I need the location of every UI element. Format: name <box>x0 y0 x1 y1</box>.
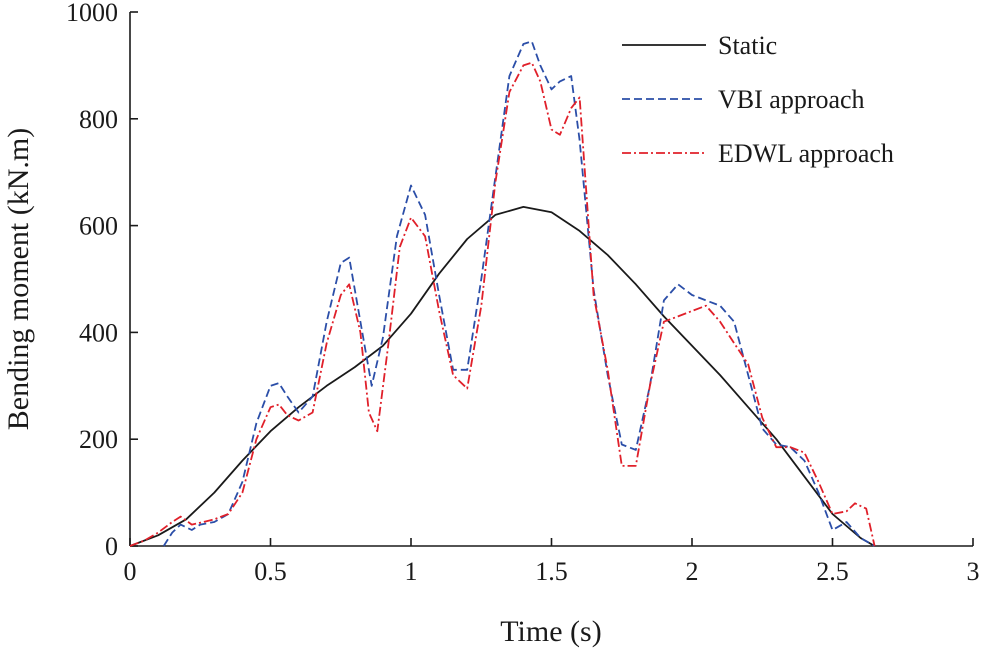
x-tick-label: 2 <box>686 557 699 586</box>
y-axis-title: Bending moment (kN.m) <box>2 128 35 430</box>
legend-label-2: VBI approach <box>718 85 865 114</box>
legend-label-1: Static <box>718 31 777 60</box>
y-tick-label: 200 <box>79 425 118 454</box>
y-ticks: 0 200 400 600 800 1000 <box>66 0 138 561</box>
x-tick-label: 0 <box>124 557 137 586</box>
x-tick-label: 1.5 <box>535 557 568 586</box>
x-tick-label: 0.5 <box>254 557 287 586</box>
series-line-3 <box>129 61 876 547</box>
series-line-2 <box>162 40 876 547</box>
series-group <box>129 40 876 547</box>
legend-label-3: EDWL approach <box>718 139 894 168</box>
x-tick-label: 1 <box>405 557 418 586</box>
x-tick-label: 2.5 <box>816 557 849 586</box>
y-tick-label: 600 <box>79 212 118 241</box>
x-axis-title: Time (s) <box>500 615 601 648</box>
y-tick-label: 1000 <box>66 0 118 27</box>
x-tick-label: 3 <box>967 557 980 586</box>
series-line-1 <box>129 205 876 547</box>
y-tick-label: 400 <box>79 318 118 347</box>
x-ticks: 0 0.5 1 1.5 2 2.5 3 <box>124 538 980 586</box>
legend: Static VBI approach EDWL approach <box>622 31 894 168</box>
y-tick-label: 0 <box>105 532 118 561</box>
y-tick-label: 800 <box>79 105 118 134</box>
